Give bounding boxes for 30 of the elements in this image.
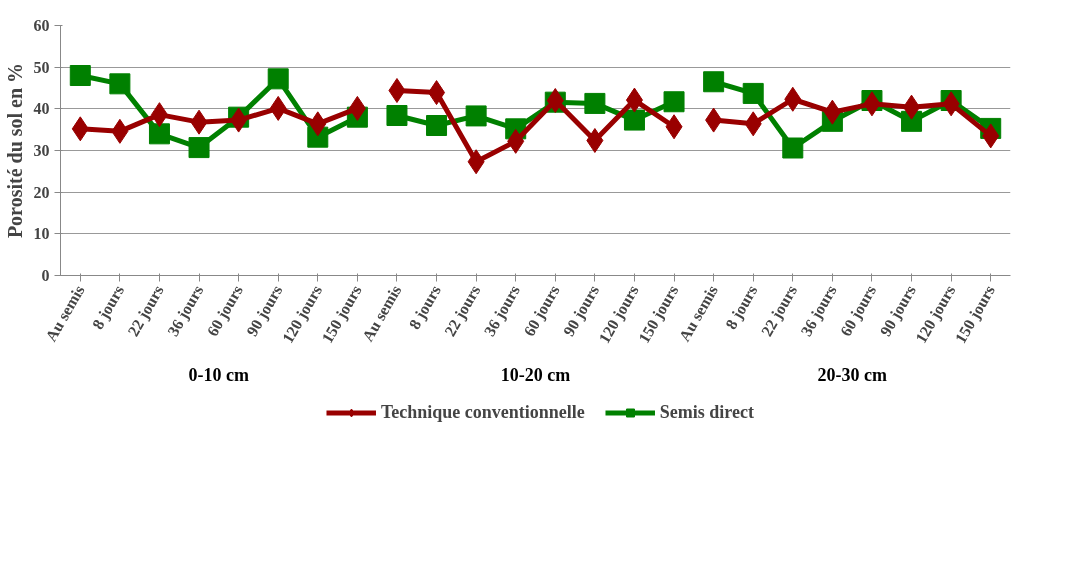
point [69,65,91,86]
point [426,115,448,136]
legend-label: Semis direct [659,401,755,423]
y-tick-label: 30 [33,142,50,159]
point [584,92,606,114]
point [267,68,289,90]
y-tick-label: 20 [33,183,50,201]
y-tick-label: 60 [33,17,50,34]
point [109,73,131,95]
point [623,109,645,131]
point [586,128,604,153]
y-tick-label: 0 [41,267,50,284]
point [188,137,210,159]
y-axis-title: Porosité du sol en % [3,62,26,239]
point [388,78,406,103]
point [782,137,804,159]
point [386,105,408,126]
y-tick-label: 40 [33,100,50,118]
text: 0-10 cm [188,364,250,385]
legend-label: Technique conventionnelle [380,401,585,423]
x-tick-label: Au semis [42,282,88,345]
point [703,71,725,93]
y-tick-label: 50 [33,58,50,76]
text: 20-30 cm [817,364,887,385]
point [465,105,487,127]
point [742,82,764,104]
point [663,91,685,113]
point [148,123,170,145]
text: 10-20 cm [500,364,571,385]
y-tick-label: 10 [33,225,50,243]
